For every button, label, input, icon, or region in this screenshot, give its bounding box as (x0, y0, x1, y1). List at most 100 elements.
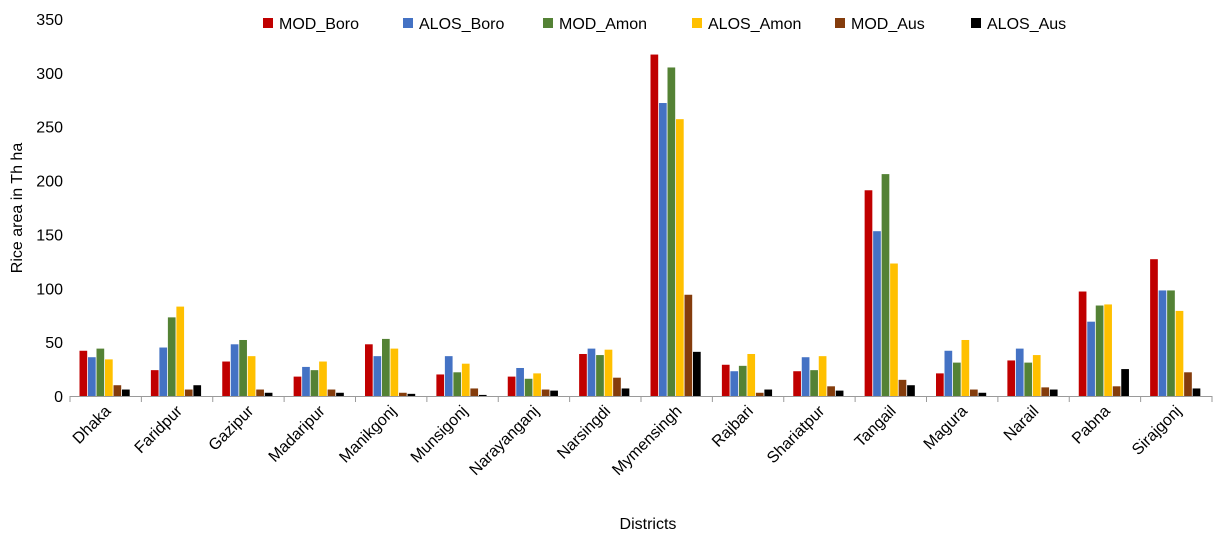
bar-MOD_Amon-Munsigonj (453, 372, 462, 396)
bar-MOD_Aus-Mymensingh (684, 294, 693, 396)
legend-swatch (971, 18, 981, 28)
legend-label: ALOS_Boro (419, 16, 504, 33)
x-tick-label: Rajbari (709, 403, 757, 451)
bar-ALOS_Amon-Rajbari (747, 353, 756, 396)
x-axis-title: Districts (620, 516, 677, 533)
x-tick-label: Dhaka (70, 403, 115, 448)
legend-item-ALOS_Amon: ALOS_Amon (692, 16, 801, 33)
bar-ALOS_Amon-Manikgonj (390, 348, 399, 396)
y-tick-label: 50 (45, 335, 63, 352)
bar-series-group (79, 54, 1201, 397)
x-tick-label: Manikgonj (336, 403, 400, 467)
bar-ALOS_Boro-Magura (944, 350, 953, 396)
bar-ALOS_Boro-Narayanganj (516, 367, 524, 396)
bar-ALOS_Aus-Sirajgonj (1192, 388, 1201, 396)
x-tick-label: Tangail (852, 403, 900, 451)
y-tick-label: 0 (54, 389, 63, 406)
bar-ALOS_Boro-Sirajgonj (1158, 290, 1167, 396)
series-ALOS_Amon (105, 119, 1184, 397)
legend-swatch (835, 18, 845, 28)
bar-ALOS_Aus-Munsigonj (478, 394, 487, 396)
legend-swatch (692, 18, 702, 28)
y-tick-label: 100 (36, 281, 63, 298)
bar-ALOS_Boro-Mymensingh (659, 103, 667, 397)
bar-MOD_Aus-Sirajgonj (1184, 372, 1192, 396)
bar-MOD_Amon-Magura (953, 362, 961, 396)
y-tick-label: 350 (36, 12, 63, 29)
bar-MOD_Boro-Narail (1007, 360, 1016, 396)
legend-item-MOD_Boro: MOD_Boro (263, 16, 359, 33)
bar-ALOS_Boro-Gazipur (230, 344, 239, 396)
series-MOD_Amon (96, 67, 1175, 396)
bar-MOD_Boro-Narayanganj (507, 376, 516, 396)
bar-MOD_Boro-Shariatpur (793, 371, 801, 396)
bar-MOD_Boro-Rajbari (721, 364, 730, 396)
bar-ALOS_Amon-Narail (1032, 355, 1041, 396)
bar-MOD_Amon-Tangail (881, 174, 890, 396)
bar-ALOS_Boro-Manikgonj (373, 356, 382, 396)
legend-item-MOD_Aus: MOD_Aus (835, 16, 925, 33)
bar-MOD_Aus-Narsingdi (613, 377, 621, 396)
bar-ALOS_Aus-Faridpur (193, 385, 202, 396)
bar-MOD_Amon-Rajbari (738, 365, 747, 396)
bar-ALOS_Aus-Mymensingh (693, 351, 701, 396)
bar-ALOS_Aus-Magura (978, 392, 987, 396)
legend-swatch (543, 18, 553, 28)
x-tick-label: Magura (921, 403, 971, 453)
bar-MOD_Aus-Pabna (1112, 386, 1121, 396)
bar-ALOS_Boro-Dhaka (88, 357, 96, 396)
bar-MOD_Amon-Narsingdi (596, 355, 604, 396)
y-tick-label: 250 (36, 120, 63, 137)
bar-MOD_Aus-Shariatpur (827, 386, 835, 396)
bar-MOD_Boro-Dhaka (79, 350, 88, 396)
legend-label: MOD_Boro (279, 16, 359, 33)
y-tick-label: 200 (36, 174, 63, 191)
legend-item-ALOS_Aus: ALOS_Aus (971, 16, 1066, 33)
bar-ALOS_Aus-Shariatpur (835, 390, 844, 396)
bar-MOD_Boro-Munsigonj (436, 374, 445, 396)
y-tick-label: 300 (36, 66, 63, 83)
bar-ALOS_Boro-Madaripur (302, 366, 310, 396)
bar-MOD_Amon-Narayanganj (524, 378, 533, 396)
legend-swatch (403, 18, 413, 28)
x-tick-label: Narsingdi (554, 403, 614, 463)
bar-MOD_Aus-Manikgonj (399, 392, 407, 396)
bar-MOD_Boro-Magura (936, 373, 944, 396)
legend-label: MOD_Aus (851, 16, 925, 33)
bar-MOD_Aus-Tangail (898, 379, 907, 396)
bar-MOD_Amon-Faridpur (167, 317, 176, 396)
bar-MOD_Boro-Narsingdi (579, 353, 587, 396)
bar-ALOS_Aus-Rajbari (764, 389, 773, 396)
bar-ALOS_Amon-Dhaka (105, 359, 113, 396)
x-tick-label: Narayanganj (467, 403, 543, 479)
legend-label: ALOS_Aus (987, 16, 1066, 33)
bar-ALOS_Amon-Tangail (890, 263, 898, 396)
bar-MOD_Amon-Sirajgonj (1167, 290, 1175, 396)
legend-label: MOD_Amon (559, 16, 647, 33)
bar-MOD_Boro-Sirajgonj (1150, 259, 1158, 396)
bar-MOD_Aus-Dhaka (113, 385, 122, 396)
y-tick-label: 150 (36, 227, 63, 244)
bar-MOD_Aus-Munsigonj (470, 388, 479, 396)
bar-MOD_Aus-Rajbari (755, 392, 764, 396)
bar-ALOS_Amon-Munsigonj (461, 363, 470, 396)
bar-MOD_Amon-Manikgonj (382, 338, 390, 396)
bar-ALOS_Amon-Faridpur (176, 306, 185, 396)
bar-MOD_Aus-Narayanganj (541, 389, 550, 396)
bar-ALOS_Aus-Dhaka (122, 389, 130, 396)
x-tick-label: Faridpur (132, 402, 187, 457)
bar-MOD_Aus-Narail (1041, 387, 1050, 396)
bar-ALOS_Aus-Narail (1049, 389, 1058, 396)
bar-ALOS_Boro-Pabna (1087, 321, 1095, 396)
series-MOD_Aus (113, 294, 1192, 396)
x-tick-label: Sirajgonj (1129, 403, 1185, 459)
bar-ALOS_Aus-Narayanganj (550, 390, 558, 396)
legend-label: ALOS_Amon (708, 16, 801, 33)
bar-MOD_Amon-Pabna (1095, 305, 1104, 396)
series-MOD_Boro (79, 54, 1158, 397)
bar-MOD_Aus-Gazipur (256, 389, 264, 396)
bar-ALOS_Boro-Narsingdi (587, 348, 596, 396)
bar-MOD_Boro-Manikgonj (365, 344, 373, 396)
bar-ALOS_Aus-Tangail (907, 385, 915, 396)
